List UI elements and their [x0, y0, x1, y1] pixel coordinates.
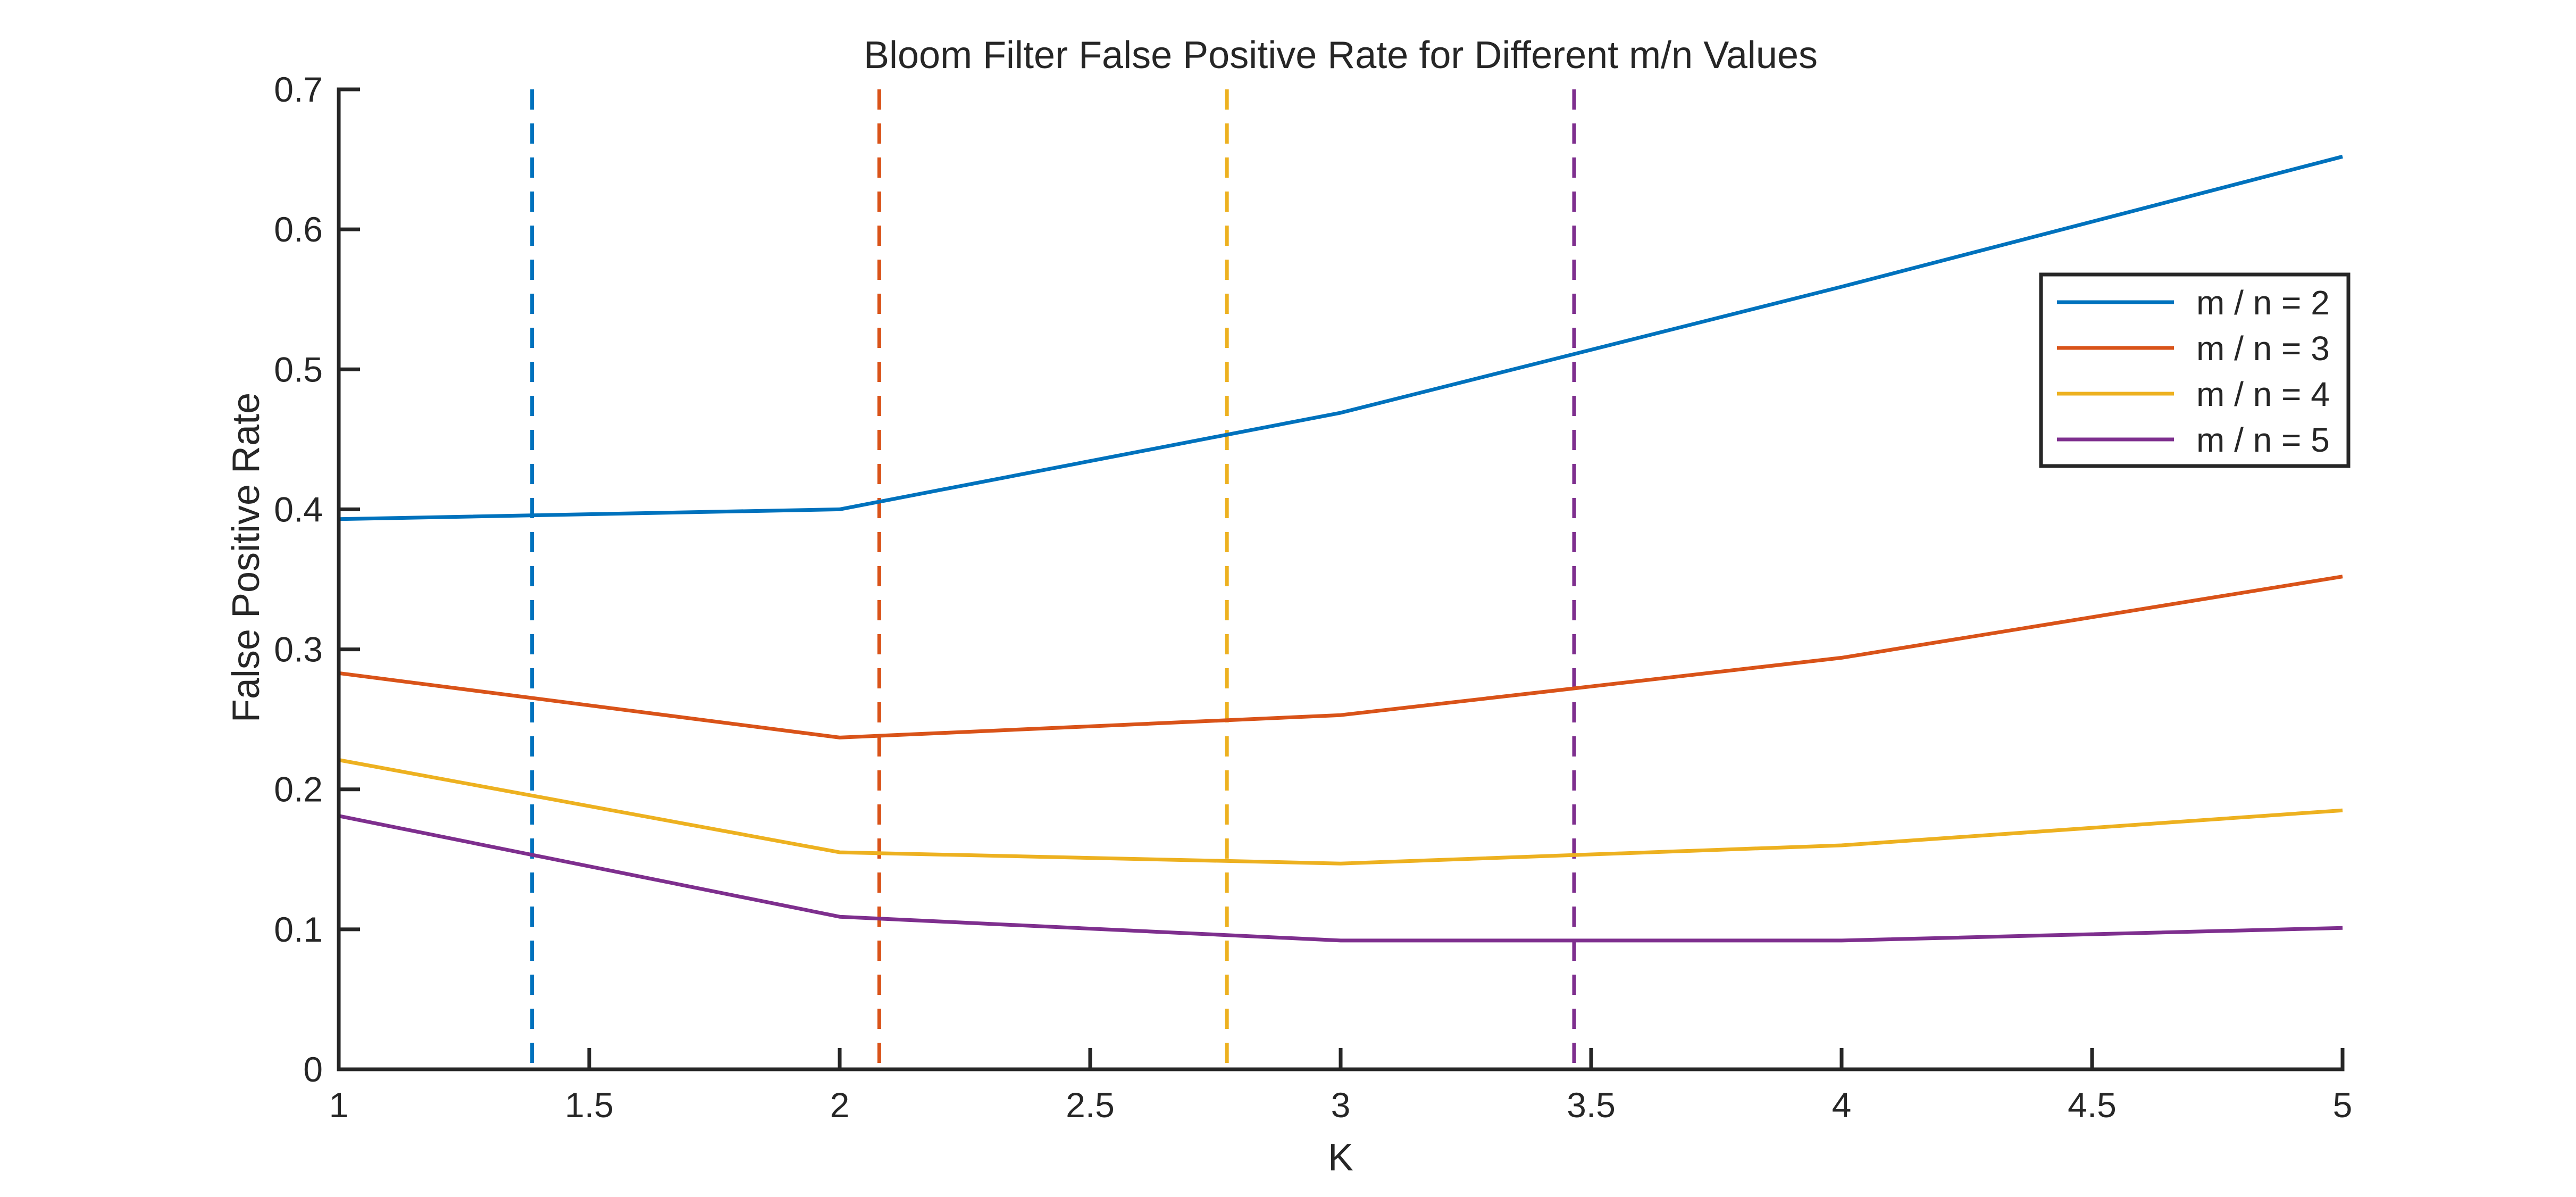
legend-label-3: m / n = 4 — [2196, 375, 2330, 413]
x-tick-label: 3 — [1331, 1085, 1351, 1125]
y-tick-label: 0 — [303, 1050, 323, 1089]
x-tick-label: 4.5 — [2068, 1085, 2117, 1125]
x-tick-label: 1.5 — [565, 1085, 614, 1125]
x-tick-label: 2.5 — [1066, 1085, 1115, 1125]
series-line-1 — [338, 154, 2343, 521]
legend-box — [2039, 272, 2351, 468]
x-tick-label: 3.5 — [1567, 1085, 1616, 1125]
x-tick-label: 1 — [329, 1085, 349, 1125]
series-line-3 — [338, 758, 2343, 866]
x-tick-label: 2 — [830, 1085, 850, 1125]
y-tick-label: 0.7 — [274, 70, 323, 109]
legend-label-1: m / n = 2 — [2196, 284, 2330, 322]
axes: 1 1.5 2 2.5 3 3.5 4 4.5 5 0 0.1 0.2 0.3 0.4 0.5 0.6 0.7 — [274, 70, 2352, 1125]
x-axis-label: K — [1328, 1136, 1353, 1179]
y-tick-label: 0.1 — [274, 910, 323, 949]
y-tick-label: 0.4 — [274, 489, 323, 529]
y-axis-label: False Positive Rate — [225, 393, 267, 722]
legend-label-4: m / n = 5 — [2196, 421, 2330, 459]
legend-label-2: m / n = 3 — [2196, 329, 2330, 368]
y-tick-label: 0.6 — [274, 210, 323, 249]
series-line-4 — [338, 814, 2343, 943]
series-lines — [338, 154, 2343, 943]
y-tick-label: 0.2 — [274, 770, 323, 809]
chart-title: Bloom Filter False Positive Rate for Dif… — [864, 34, 1818, 77]
x-tick-label: 5 — [2333, 1085, 2353, 1125]
legend: m / n = 2 m / n = 3 m / n = 4 m / n = 5 — [2039, 272, 2351, 468]
y-tick-label: 0.5 — [274, 350, 323, 389]
y-tick-label: 0.3 — [274, 630, 323, 669]
x-tick-label: 4 — [1832, 1085, 1852, 1125]
reference-lines — [530, 89, 1576, 1069]
series-line-2 — [338, 575, 2343, 739]
